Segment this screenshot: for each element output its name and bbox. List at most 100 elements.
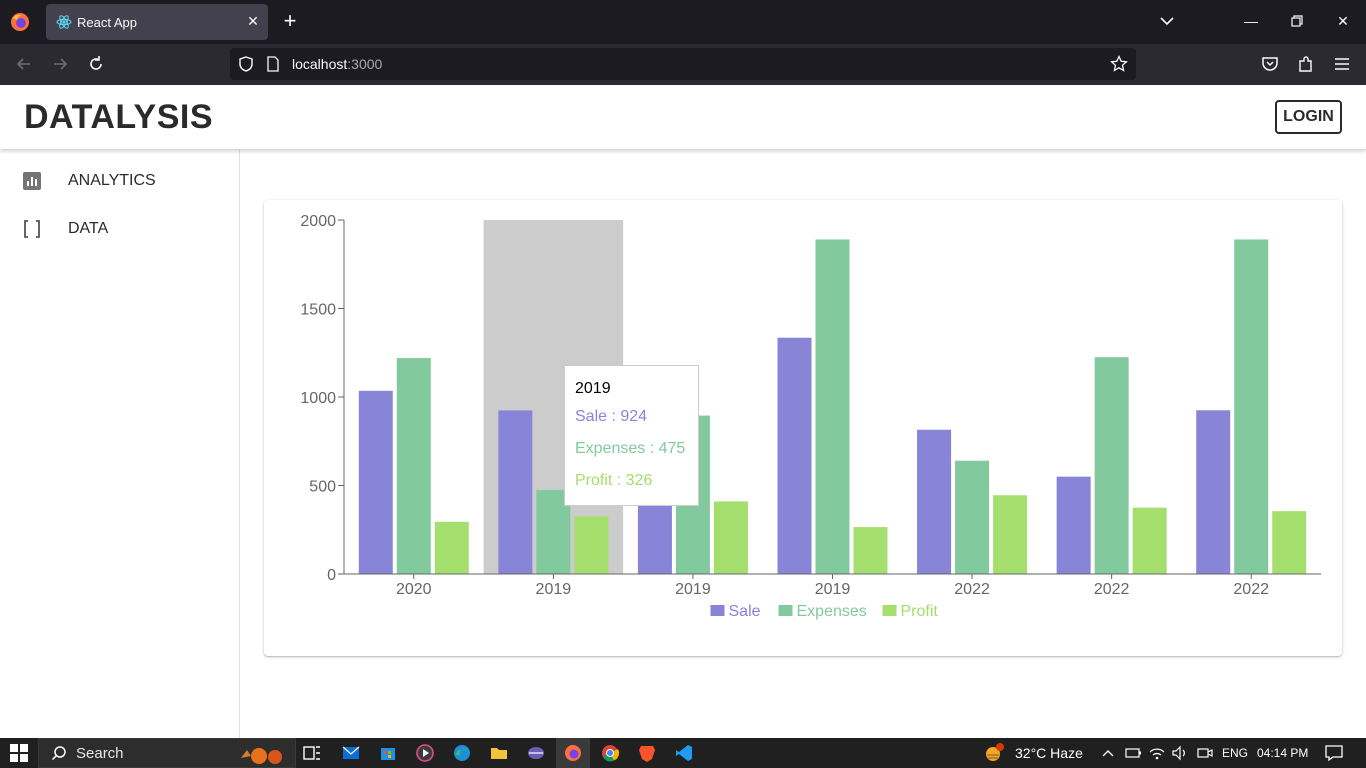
close-window-icon[interactable]: ✕ [1337,13,1349,29]
tab-close-icon[interactable]: ✕ [247,13,259,29]
sidebar-item-label: ANALYTICS [68,172,156,189]
shield-icon[interactable] [237,55,255,73]
bar-sale[interactable] [358,390,393,574]
sidebar-item-analytics[interactable]: ANALYTICS [0,158,239,202]
bar-sale[interactable] [498,410,533,574]
bar-sale[interactable] [1056,476,1091,574]
bar-profit[interactable] [853,527,888,574]
back-icon[interactable] [14,54,34,74]
bar-expenses[interactable] [815,239,850,574]
firefox-taskbar-icon[interactable] [563,743,583,763]
bar-expenses[interactable] [396,358,431,574]
bar-expenses[interactable] [955,460,990,574]
tooltip-profit: Profit : 326 [575,472,653,489]
app-header: DATALYSIS LOGIN [0,85,1366,149]
bookmark-star-icon[interactable] [1110,55,1128,73]
chart-tooltip: 2019 Sale : 924 Expenses : 475 Profit : … [564,365,699,506]
bar-sale[interactable] [1196,410,1231,574]
login-button[interactable]: LOGIN [1275,100,1342,134]
legend-swatch [710,605,725,616]
store-icon[interactable] [378,743,398,763]
legend-swatch [778,605,793,616]
halloween-icon [241,748,282,764]
volume-icon[interactable] [1170,743,1190,763]
page-icon [267,56,279,72]
battery-icon[interactable] [1123,743,1143,763]
bar-profit[interactable] [1132,507,1167,574]
weather-icon [986,743,1004,761]
tooltip-sale: Sale : 924 [575,408,648,425]
chevron-up-icon[interactable] [1098,743,1118,763]
pocket-icon[interactable] [1260,54,1280,74]
bar-profit[interactable] [1272,511,1307,574]
legend-item-sale: Sale [729,603,761,620]
bar-profit[interactable] [574,516,609,574]
x-tick-label: 2019 [675,581,711,598]
bar-chart[interactable]: 2020 2019 2019 2019 2022 2022 2022 0 500 1000 1500… [264,200,1342,656]
browser-tab[interactable]: React App ✕ [46,4,268,40]
url-bar[interactable]: localhost:3000 [230,48,1136,80]
tab-title: React App [77,15,137,30]
forward-icon[interactable] [50,54,70,74]
search-icon [51,746,66,761]
x-tick-label: 2022 [1233,581,1269,598]
url-text[interactable]: localhost:3000 [292,56,382,72]
minimize-icon[interactable]: — [1244,13,1258,29]
media-player-icon[interactable] [415,743,435,763]
bar-sale[interactable] [777,337,812,574]
tooltip-title: 2019 [575,380,611,397]
y-tick-label: 500 [309,479,336,496]
reload-icon[interactable] [86,54,106,74]
y-tick-label: 0 [327,567,336,584]
legend-swatch [882,605,897,616]
app-icon[interactable] [526,743,546,763]
new-tab-icon[interactable]: + [283,8,297,33]
bar-profit[interactable] [434,521,469,574]
sidebar: ANALYTICS DATA [0,149,240,738]
y-tick-label: 2000 [300,213,336,230]
url-host: localhost [292,56,348,72]
windows-start-icon[interactable] [10,744,28,762]
bar-profit[interactable] [993,495,1028,574]
weather-text[interactable]: 32°C Haze [1015,745,1083,761]
data-icon [24,220,40,238]
clock[interactable]: 04:14 PM [1257,746,1309,760]
meet-now-icon[interactable] [1195,743,1215,763]
bar-sale[interactable] [917,429,952,574]
x-tick-label: 2019 [815,581,851,598]
y-tick-label: 1000 [300,390,336,407]
taskbar-search[interactable]: Search [38,738,296,768]
x-tick-label: 2020 [396,581,432,598]
restore-icon[interactable] [1288,12,1306,30]
list-all-tabs-icon[interactable] [1158,12,1176,30]
notifications-icon[interactable] [1324,743,1344,763]
browser-navbar: localhost:3000 [0,44,1366,85]
mail-icon[interactable] [341,743,361,763]
brand-title: DATALYSIS [24,98,214,136]
task-view-icon[interactable] [302,743,322,763]
edge-icon[interactable] [452,743,472,763]
legend-item-expenses: Expenses [797,603,867,620]
chrome-icon[interactable] [600,743,620,763]
sidebar-item-label: DATA [68,220,109,237]
menu-icon[interactable] [1332,54,1352,74]
file-explorer-icon[interactable] [489,743,509,763]
sidebar-item-data[interactable]: DATA [0,206,239,250]
bar-profit[interactable] [713,501,748,574]
legend-item-profit: Profit [901,603,939,620]
x-tick-label: 2022 [1094,581,1130,598]
tooltip-expenses: Expenses : 475 [575,440,686,457]
chart-card: 2020 2019 2019 2019 2022 2022 2022 0 500 1000 1500… [264,200,1342,656]
react-icon [56,15,72,29]
taskbar: Search [0,738,1366,768]
firefox-logo-icon[interactable] [10,12,30,32]
search-label: Search [76,745,124,762]
wifi-icon[interactable] [1147,743,1167,763]
bar-expenses[interactable] [1234,239,1269,574]
vscode-icon[interactable] [674,743,694,763]
bar-expenses[interactable] [1094,357,1129,574]
y-tick-label: 1500 [300,302,336,319]
brave-icon[interactable] [637,743,657,763]
extensions-icon[interactable] [1296,54,1316,74]
language-indicator[interactable]: ENG [1222,746,1249,760]
